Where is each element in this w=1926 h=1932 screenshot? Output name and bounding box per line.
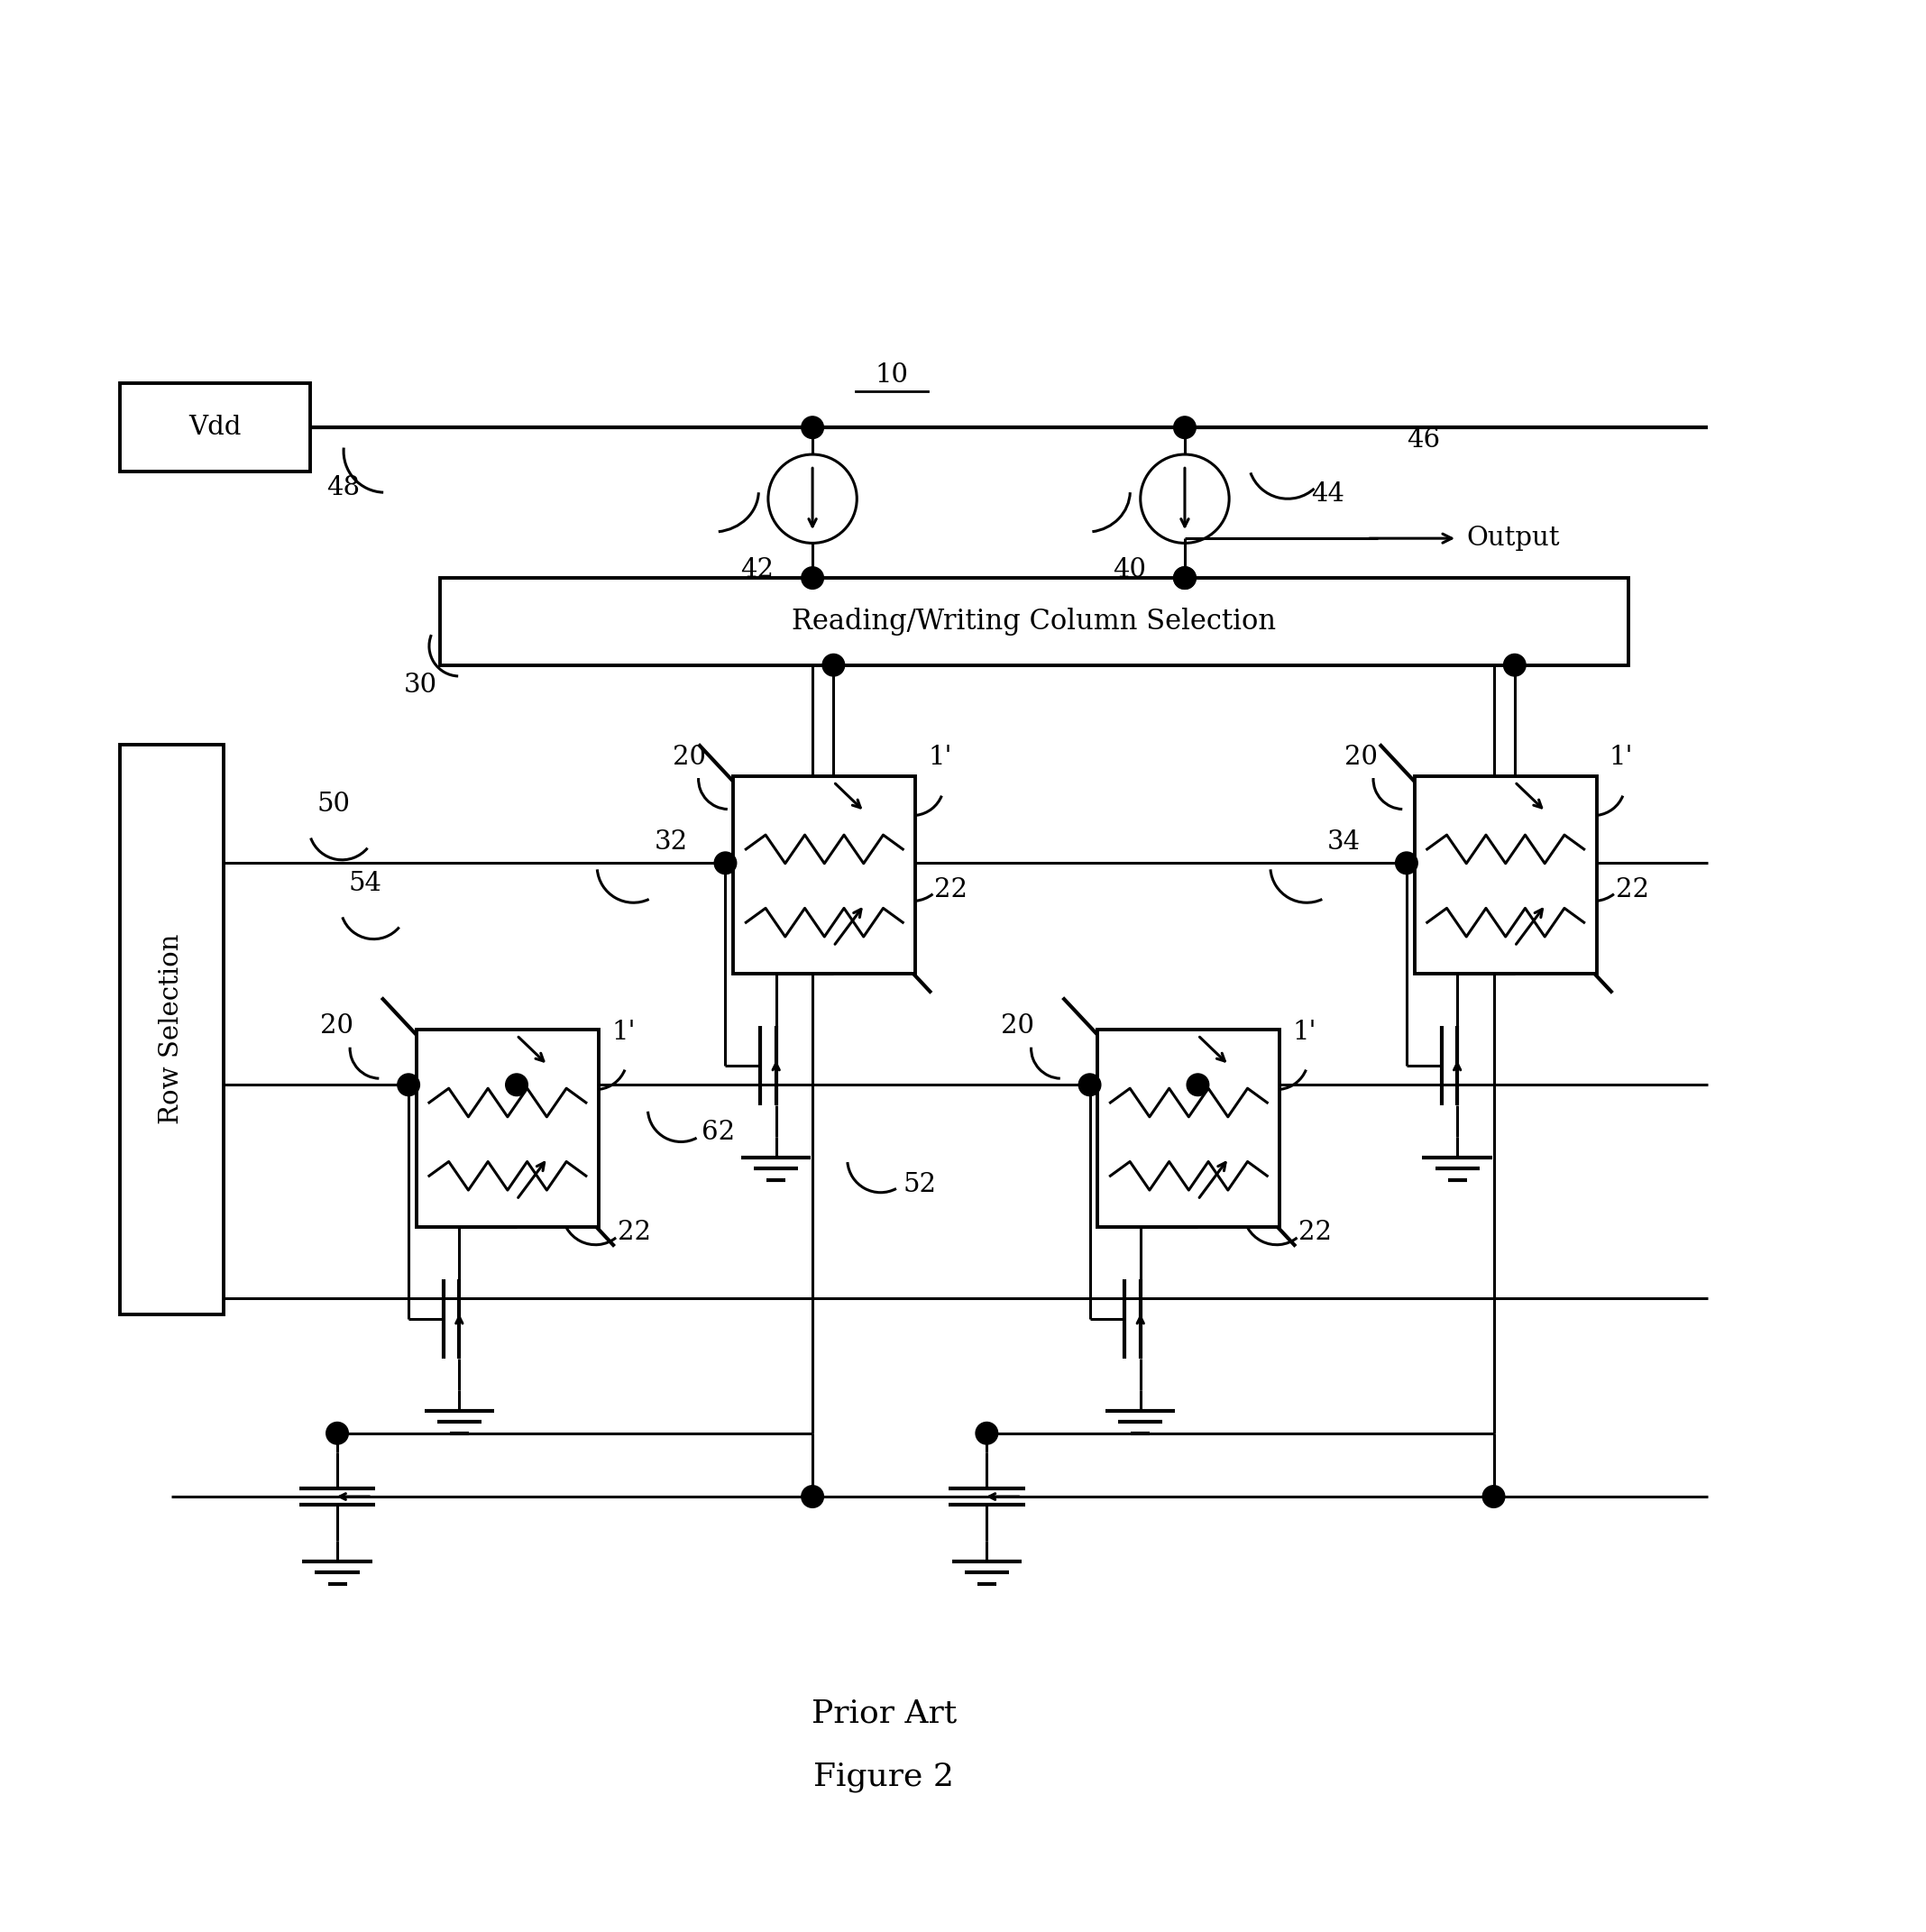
Bar	[119, 744, 223, 1314]
Text: Prior Art: Prior Art	[811, 1698, 957, 1729]
Text: Output: Output	[1468, 526, 1560, 551]
Text: 30: 30	[404, 672, 437, 697]
Text: 10: 10	[874, 363, 909, 388]
Text: Row Selection: Row Selection	[160, 933, 185, 1124]
Circle shape	[1173, 417, 1196, 439]
Circle shape	[801, 566, 824, 589]
Text: 22: 22	[1616, 877, 1649, 902]
Text: 50: 50	[316, 792, 351, 817]
Text: 20: 20	[1344, 744, 1377, 769]
Text: 20: 20	[672, 744, 707, 769]
Circle shape	[1186, 1074, 1210, 1095]
Circle shape	[1079, 1074, 1102, 1095]
Circle shape	[801, 1486, 824, 1507]
Circle shape	[715, 852, 736, 873]
Circle shape	[801, 417, 824, 439]
Bar	[441, 578, 1627, 665]
Text: 40: 40	[1113, 556, 1146, 583]
Text: 34: 34	[1327, 831, 1362, 856]
Text: Reading/Writing Column Selection: Reading/Writing Column Selection	[792, 607, 1277, 636]
Text: 1': 1'	[1292, 1020, 1315, 1045]
Circle shape	[325, 1422, 349, 1445]
Text: 22: 22	[1298, 1219, 1333, 1244]
Bar	[119, 383, 310, 471]
Text: Figure 2: Figure 2	[813, 1762, 953, 1793]
Circle shape	[822, 653, 846, 676]
Text: 46: 46	[1406, 427, 1441, 452]
Text: 48: 48	[325, 475, 360, 500]
Text: 22: 22	[618, 1219, 651, 1244]
Circle shape	[1483, 1486, 1504, 1507]
Text: Vdd: Vdd	[189, 415, 241, 440]
Circle shape	[1173, 566, 1196, 589]
Text: 54: 54	[349, 871, 381, 896]
Circle shape	[976, 1422, 998, 1445]
Text: 20: 20	[320, 1014, 352, 1039]
Text: 42: 42	[740, 556, 774, 583]
Text: 22: 22	[934, 877, 969, 902]
Bar	[1414, 777, 1597, 974]
Text: 52: 52	[903, 1173, 936, 1198]
Bar	[734, 777, 915, 974]
Text: 62: 62	[701, 1121, 736, 1146]
Circle shape	[1504, 653, 1525, 676]
Circle shape	[397, 1074, 420, 1095]
Text: 1': 1'	[611, 1020, 636, 1045]
Circle shape	[507, 1074, 528, 1095]
Circle shape	[1173, 566, 1196, 589]
Text: 32: 32	[655, 831, 688, 856]
Bar	[416, 1030, 599, 1227]
Text: 1': 1'	[928, 744, 951, 769]
Bar	[1098, 1030, 1279, 1227]
Text: 20: 20	[1002, 1014, 1034, 1039]
Text: 44: 44	[1312, 481, 1344, 506]
Circle shape	[1396, 852, 1418, 873]
Text: 1': 1'	[1610, 744, 1633, 769]
